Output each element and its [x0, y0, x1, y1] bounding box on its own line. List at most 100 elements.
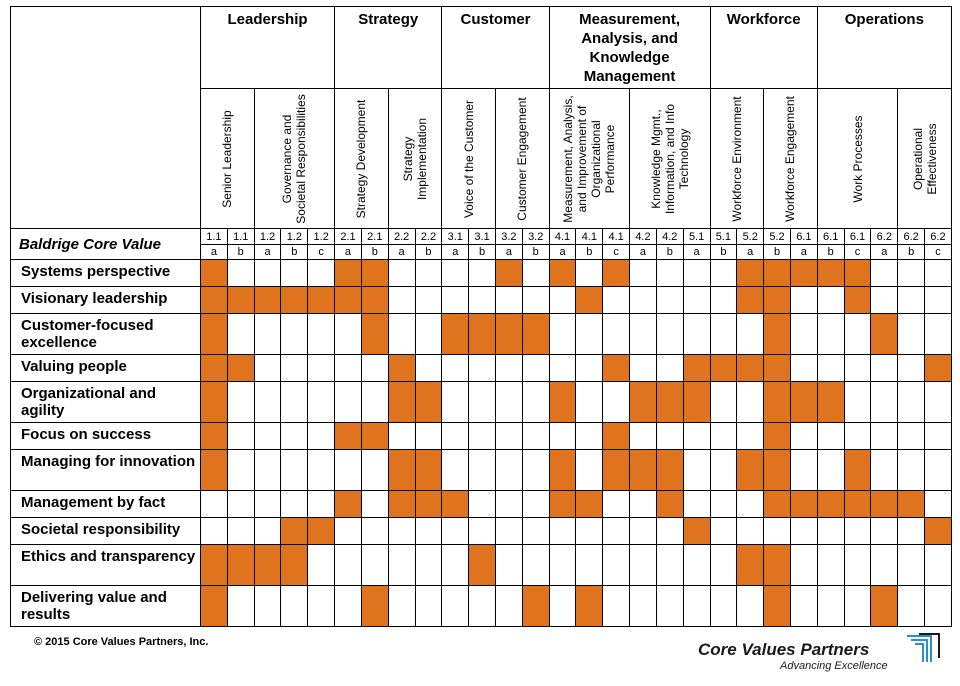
mark-cell-filled — [334, 490, 362, 518]
mark-cell-empty — [334, 381, 362, 423]
mark-cell-empty — [602, 313, 631, 355]
mark-cell-filled — [763, 449, 791, 491]
mark-cell-empty — [924, 449, 952, 491]
mark-cell-filled — [789, 259, 818, 287]
mark-cell-empty — [924, 286, 952, 314]
mark-cell-empty — [414, 517, 443, 545]
mark-cell-empty — [575, 259, 604, 287]
mark-cell-filled — [763, 544, 791, 586]
mark-cell-filled — [870, 490, 899, 518]
mark-cell-filled — [521, 585, 550, 627]
mark-cell-empty — [253, 449, 282, 491]
mark-cell-empty — [629, 585, 657, 627]
item-code: 2.1 — [360, 228, 389, 245]
mark-cell-empty — [360, 517, 389, 545]
mark-cell-empty — [629, 490, 657, 518]
mark-cell-filled — [736, 354, 765, 382]
mark-cell-empty — [280, 449, 309, 491]
mark-cell-filled — [387, 354, 416, 382]
mark-cell-empty — [280, 490, 309, 518]
mark-cell-empty — [414, 286, 443, 314]
mark-cell-empty — [253, 422, 282, 450]
mark-cell-empty — [548, 354, 577, 382]
mark-cell-empty — [682, 422, 711, 450]
mark-cell-filled — [763, 490, 791, 518]
mark-cell-empty — [280, 354, 309, 382]
mark-cell-empty — [897, 585, 926, 627]
item-letter: b — [360, 244, 389, 260]
mark-cell-filled — [253, 544, 282, 586]
mark-cell-empty — [307, 313, 336, 355]
item-letter: b — [226, 244, 255, 260]
category-header: Leadership — [199, 6, 336, 89]
mark-cell-empty — [924, 259, 952, 287]
mark-cell-filled — [843, 449, 872, 491]
mark-cell-empty — [521, 490, 550, 518]
core-value-label: Visionary leadership — [10, 286, 201, 314]
mark-cell-filled — [602, 259, 631, 287]
mark-cell-empty — [843, 313, 872, 355]
core-value-label: Ethics and transparency — [10, 544, 201, 586]
mark-cell-empty — [655, 585, 684, 627]
category-header: Customer — [441, 6, 550, 89]
mark-cell-empty — [602, 286, 631, 314]
mark-cell-filled — [655, 490, 684, 518]
mark-cell-filled — [226, 286, 255, 314]
mark-cell-filled — [548, 490, 577, 518]
mark-cell-filled — [200, 286, 228, 314]
item-code: 1.2 — [253, 228, 282, 245]
mark-cell-empty — [226, 381, 255, 423]
core-value-row: Managing for innovation — [10, 449, 952, 491]
mark-cell-filled — [575, 585, 604, 627]
item-code: 4.1 — [602, 228, 631, 245]
mark-cell-empty — [682, 286, 711, 314]
mark-cell-filled — [360, 259, 389, 287]
mark-cell-empty — [789, 449, 818, 491]
item-letter: c — [843, 244, 872, 260]
mark-cell-empty — [521, 517, 550, 545]
copyright-notice: © 2015 Core Values Partners, Inc. — [34, 636, 209, 648]
mark-cell-empty — [441, 286, 470, 314]
core-value-row: Visionary leadership — [10, 286, 952, 314]
mark-cell-empty — [709, 490, 738, 518]
mark-cell-filled — [736, 259, 765, 287]
mark-cell-empty — [655, 286, 684, 314]
item-letter: a — [789, 244, 818, 260]
mark-cell-empty — [816, 544, 845, 586]
mark-cell-filled — [200, 381, 228, 423]
mark-cell-filled — [736, 544, 765, 586]
mark-cell-filled — [655, 381, 684, 423]
mark-cell-empty — [575, 354, 604, 382]
mark-cell-filled — [763, 354, 791, 382]
mark-cell-empty — [548, 544, 577, 586]
mark-cell-filled — [280, 286, 309, 314]
core-value-row: Management by fact — [10, 490, 952, 518]
mark-cell-filled — [736, 286, 765, 314]
core-value-label: Valuing people — [10, 354, 201, 382]
subcategory-header: Governance and Societal Responsibilities — [253, 88, 336, 229]
mark-cell-empty — [441, 544, 470, 586]
mark-cell-filled — [200, 449, 228, 491]
mark-cell-filled — [280, 544, 309, 586]
mark-cell-filled — [334, 286, 362, 314]
mark-cell-filled — [763, 313, 791, 355]
mark-cell-empty — [816, 585, 845, 627]
mark-cell-empty — [280, 422, 309, 450]
mark-cell-empty — [468, 381, 496, 423]
mark-cell-filled — [709, 354, 738, 382]
mark-cell-filled — [414, 381, 443, 423]
mark-cell-empty — [414, 259, 443, 287]
item-code: 5.1 — [709, 228, 738, 245]
mark-cell-filled — [763, 422, 791, 450]
mark-cell-empty — [280, 381, 309, 423]
mark-cell-empty — [441, 585, 470, 627]
core-values-matrix: Leadership Strategy Customer Measurement, A… — [10, 6, 952, 627]
mark-cell-empty — [468, 259, 496, 287]
mark-cell-filled — [870, 585, 899, 627]
mark-cell-empty — [682, 259, 711, 287]
mark-cell-empty — [789, 354, 818, 382]
mark-cell-empty — [253, 490, 282, 518]
mark-cell-empty — [200, 490, 228, 518]
item-code: 4.1 — [575, 228, 604, 245]
item-code: 6.1 — [843, 228, 872, 245]
